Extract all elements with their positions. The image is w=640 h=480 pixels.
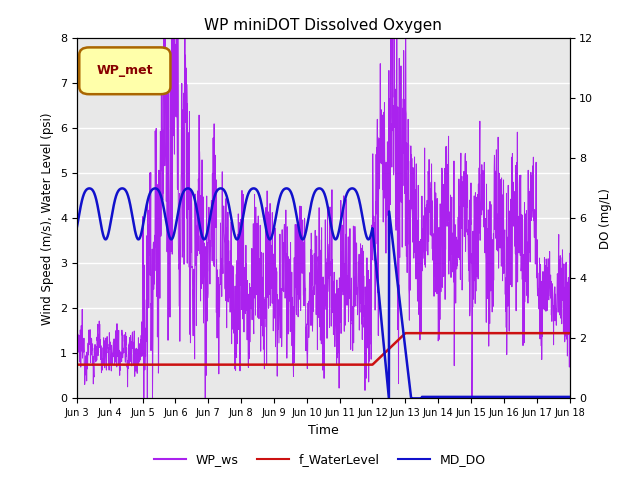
Title: WP miniDOT Dissolved Oxygen: WP miniDOT Dissolved Oxygen (204, 18, 442, 33)
Legend: WP_ws, f_WaterLevel, MD_DO: WP_ws, f_WaterLevel, MD_DO (149, 448, 491, 471)
Y-axis label: Wind Speed (m/s), Water Level (psi): Wind Speed (m/s), Water Level (psi) (42, 112, 54, 324)
X-axis label: Time: Time (308, 424, 339, 437)
Y-axis label: DO (mg/L): DO (mg/L) (599, 188, 612, 249)
FancyBboxPatch shape (79, 48, 170, 94)
Text: WP_met: WP_met (97, 63, 154, 77)
